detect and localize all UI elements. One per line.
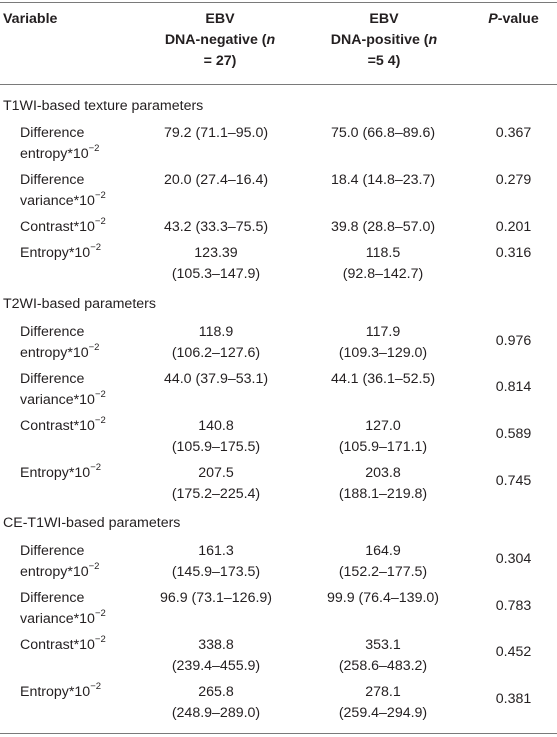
variable-name-line2: entropy*10−2 (20, 143, 100, 162)
variable-name-line2: entropy*10−2 (20, 342, 100, 361)
p-value: 0.783 (495, 598, 532, 614)
section-title: T2WI-based parameters (3, 296, 156, 312)
ebv-negative-range: (105.9–175.5) (171, 439, 261, 455)
variable-name: Contrast*10−2 (20, 216, 106, 235)
p-value: 0.745 (495, 473, 532, 489)
variable-name: Difference (20, 324, 85, 340)
variable-name-line2: variance*10−2 (20, 190, 106, 209)
ebv-positive-value: 39.8 (28.8–57.0) (330, 219, 436, 235)
bottom-rule (0, 733, 557, 734)
header-ebv-negative-line2: DNA-negative (n (164, 32, 276, 48)
ebv-positive-value: 127.0 (365, 418, 401, 434)
p-value: 0.367 (495, 125, 532, 141)
variable-name: Entropy*10−2 (20, 462, 102, 481)
ebv-negative-value: 207.5 (198, 465, 234, 481)
variable-name: Difference (20, 590, 85, 606)
variable-name-line2: variance*10−2 (20, 608, 106, 627)
ebv-negative-value: 118.9 (198, 324, 234, 340)
p-value: 0.316 (495, 245, 532, 261)
ebv-negative-range: (239.4–455.9) (171, 658, 261, 674)
ebv-negative-value: 20.0 (27.4–16.4) (163, 172, 269, 188)
ebv-negative-value: 161.3 (198, 543, 234, 559)
ebv-positive-value: 44.1 (36.1–52.5) (330, 371, 436, 387)
header-rule (0, 84, 557, 85)
variable-name: Entropy*10−2 (20, 242, 102, 261)
ebv-positive-value: 203.8 (365, 465, 401, 481)
ebv-positive-value: 117.9 (365, 324, 401, 340)
ebv-negative-range: (175.2–225.4) (171, 486, 261, 502)
ebv-positive-range: (105.9–171.1) (338, 439, 428, 455)
header-p-value: P-value (488, 11, 539, 27)
ebv-negative-value: 43.2 (33.3–75.5) (163, 219, 269, 235)
section-title: CE-T1WI-based parameters (3, 515, 181, 531)
header-ebv-positive-line2: DNA-positive (n (330, 32, 438, 48)
ebv-negative-range: (105.3–147.9) (171, 266, 261, 282)
header-ebv-negative-line1: EBV (205, 11, 235, 27)
ebv-negative-value: 96.9 (73.1–126.9) (160, 590, 273, 606)
variable-name-line2: variance*10−2 (20, 389, 106, 408)
ebv-positive-range: (188.1–219.8) (338, 486, 428, 502)
section-title: T1WI-based texture parameters (3, 98, 204, 114)
p-value: 0.976 (495, 333, 532, 349)
p-value: 0.381 (495, 691, 532, 707)
p-value: 0.452 (495, 644, 532, 660)
p-value: 0.304 (495, 551, 532, 567)
variable-name: Contrast*10−2 (20, 415, 106, 434)
ebv-positive-value: 353.1 (365, 637, 401, 653)
variable-name: Difference (20, 125, 85, 141)
header-ebv-negative-line3: = 27) (203, 53, 237, 69)
ebv-positive-range: (92.8–142.7) (342, 266, 424, 282)
p-value: 0.201 (495, 219, 532, 235)
ebv-negative-value: 79.2 (71.1–95.0) (163, 125, 269, 141)
ebv-positive-range: (258.6–483.2) (338, 658, 428, 674)
ebv-positive-value: 18.4 (14.8–23.7) (330, 172, 436, 188)
header-ebv-positive-line1: EBV (369, 11, 399, 27)
ebv-positive-value: 99.9 (76.4–139.0) (327, 590, 440, 606)
ebv-positive-range: (259.4–294.9) (338, 705, 428, 721)
ebv-positive-value: 164.9 (365, 543, 401, 559)
ebv-positive-value: 118.5 (365, 245, 401, 261)
variable-name: Contrast*10−2 (20, 634, 106, 653)
variable-name: Entropy*10−2 (20, 681, 102, 700)
ebv-positive-value: 278.1 (365, 684, 401, 700)
ebv-negative-range: (145.9–173.5) (171, 564, 261, 580)
ebv-positive-range: (109.3–129.0) (338, 345, 428, 361)
ebv-negative-value: 140.8 (198, 418, 234, 434)
ebv-positive-range: (152.2–177.5) (338, 564, 428, 580)
variable-name: Difference (20, 172, 85, 188)
ebv-negative-value: 123.39 (194, 245, 238, 261)
ebv-negative-value: 44.0 (37.9–53.1) (163, 371, 269, 387)
variable-name: Difference (20, 371, 85, 387)
ebv-negative-range: (248.9–289.0) (171, 705, 261, 721)
header-ebv-positive-line3: =5 4) (367, 53, 401, 69)
variable-name-line2: entropy*10−2 (20, 561, 100, 580)
ebv-negative-range: (106.2–127.6) (171, 345, 261, 361)
header-variable: Variable (3, 11, 58, 27)
p-value: 0.814 (495, 379, 532, 395)
variable-name: Difference (20, 543, 85, 559)
top-rule (0, 2, 557, 3)
p-value: 0.279 (495, 172, 532, 188)
p-value: 0.589 (495, 426, 532, 442)
ebv-negative-value: 265.8 (198, 684, 234, 700)
ebv-negative-value: 338.8 (198, 637, 234, 653)
ebv-positive-value: 75.0 (66.8–89.6) (330, 125, 436, 141)
